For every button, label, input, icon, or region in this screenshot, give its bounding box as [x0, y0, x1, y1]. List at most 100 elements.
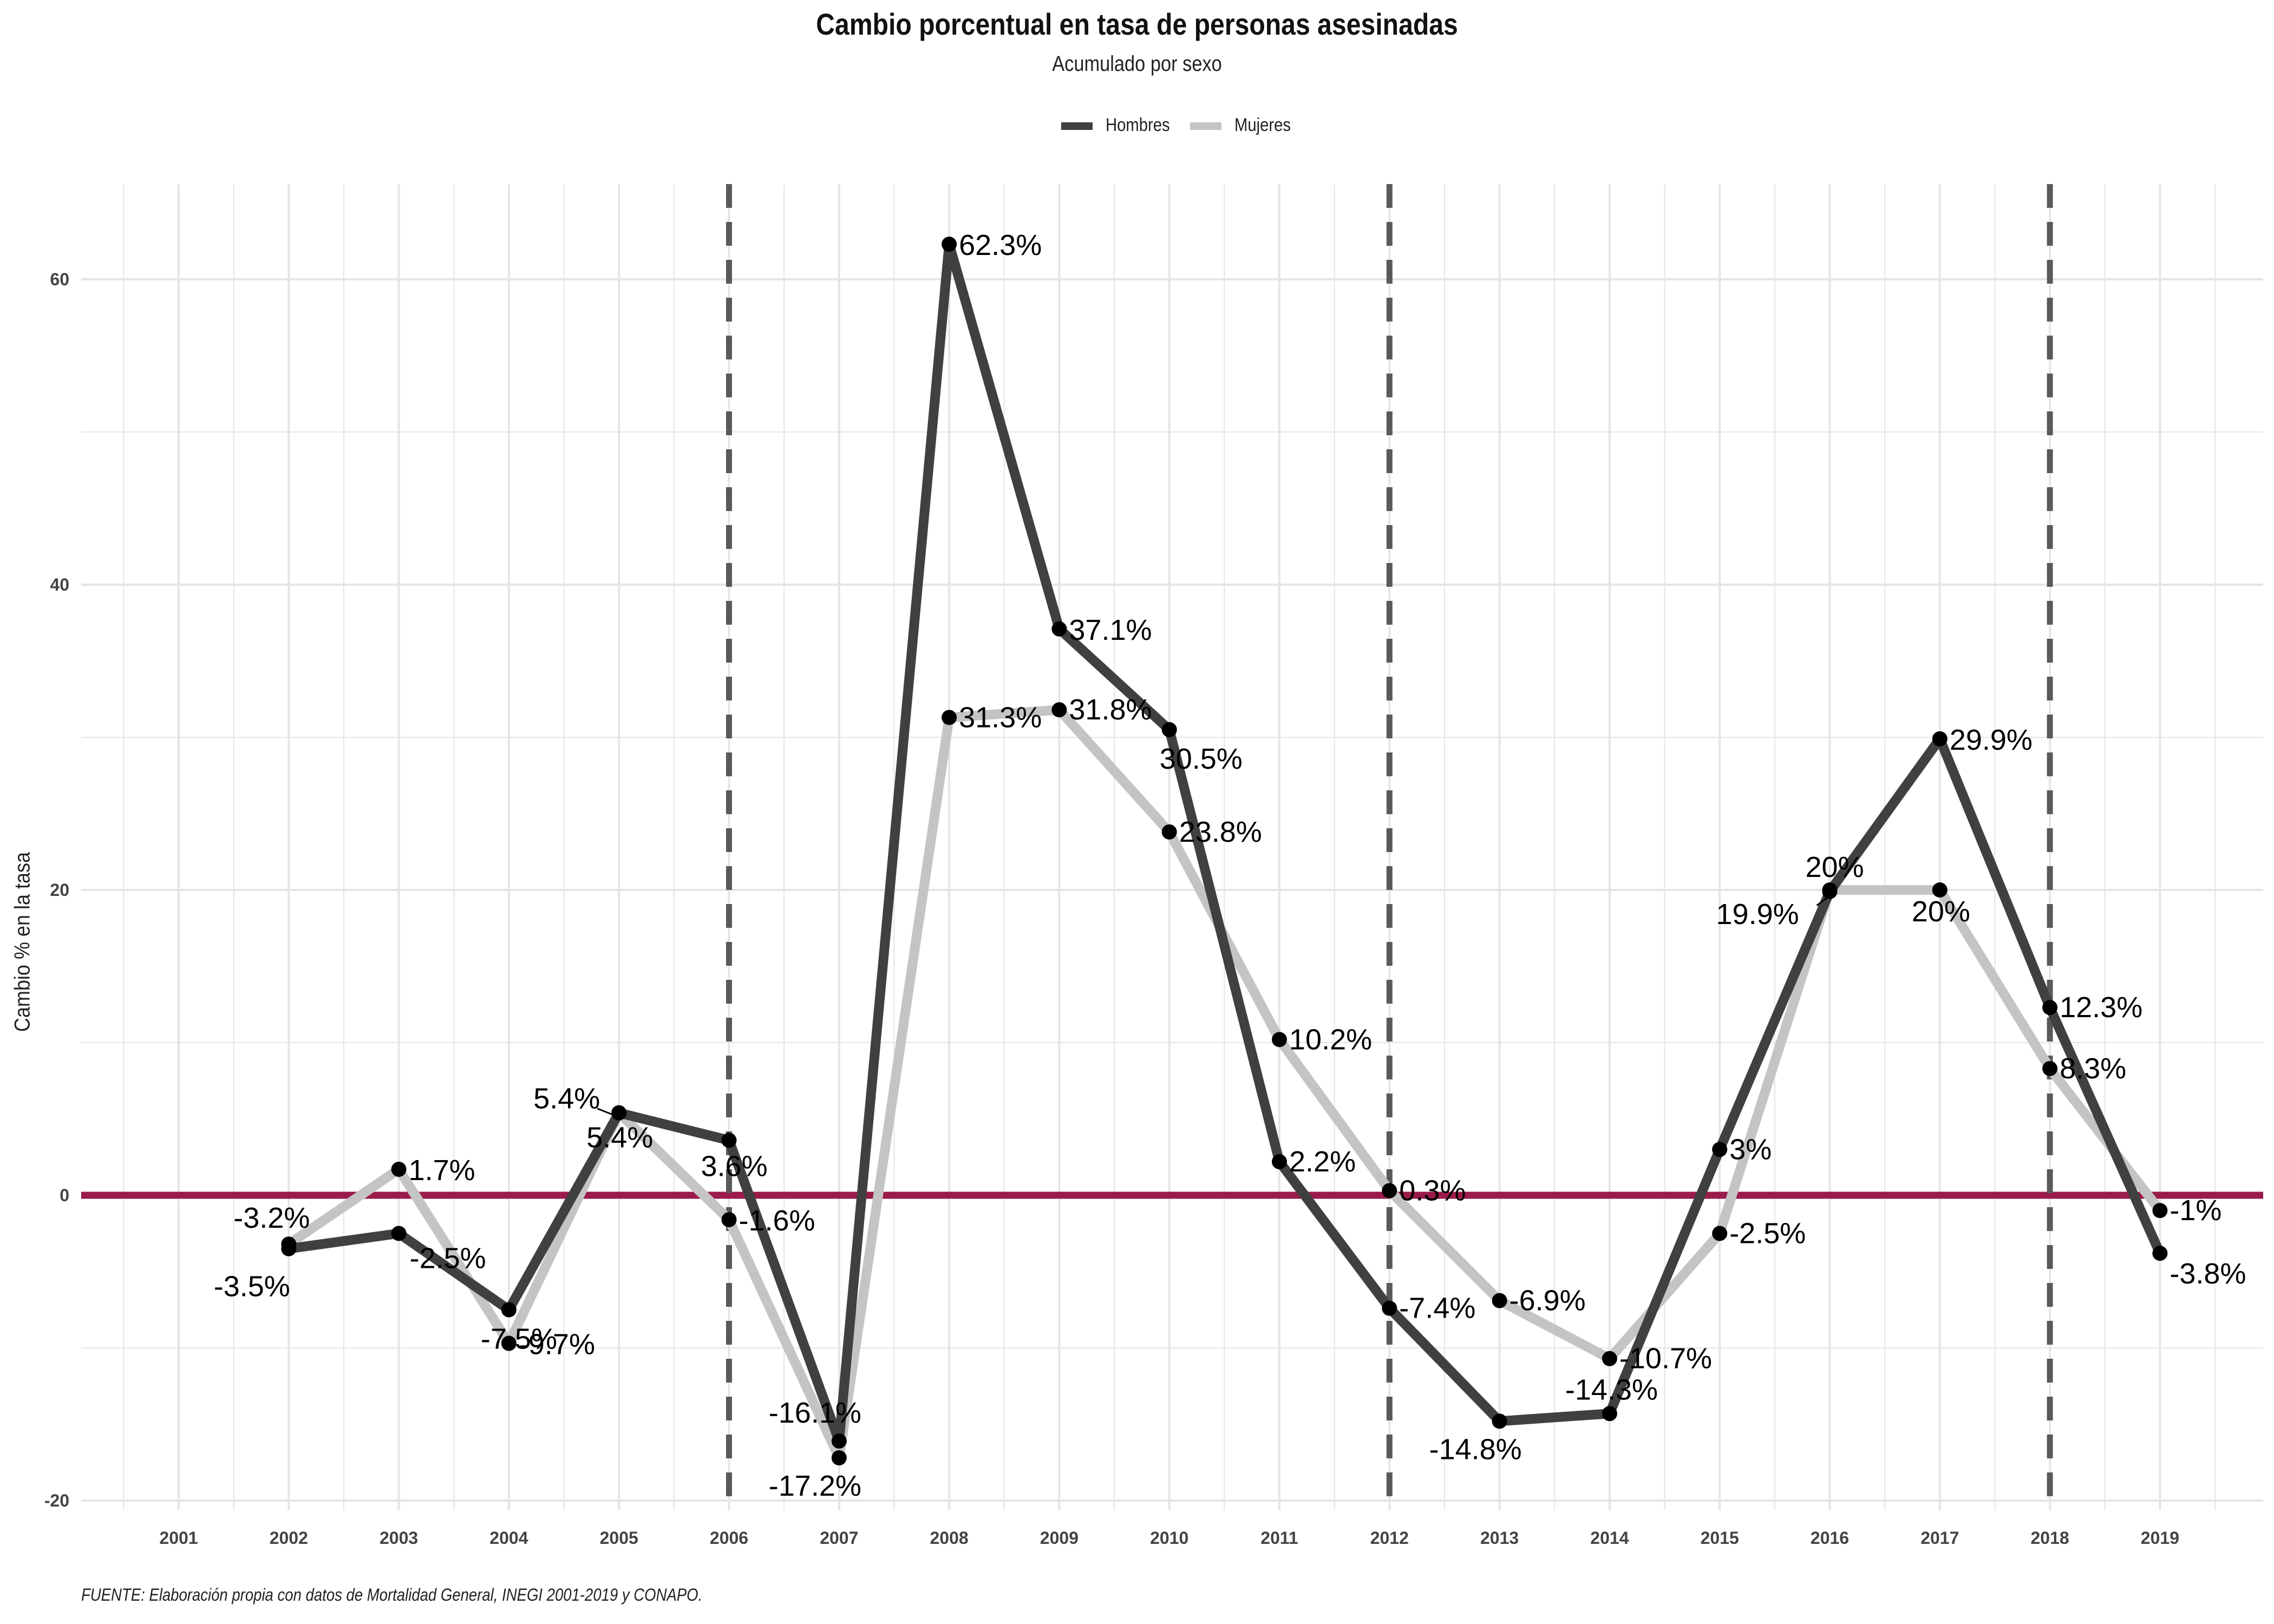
data-label-mujeres-2007: -17.2% [769, 1470, 861, 1502]
data-label-mujeres-2017: 20% [1912, 895, 1970, 928]
point-mujeres-2012 [1382, 1183, 1397, 1199]
data-label-hombres-2007: -16.1% [769, 1397, 861, 1429]
point-hombres-2008 [942, 237, 957, 252]
point-mujeres-2010 [1161, 824, 1177, 840]
label-leader-hombres-2016 [1816, 897, 1827, 907]
reference-lines [81, 184, 2263, 1510]
point-mujeres-2013 [1492, 1293, 1507, 1308]
point-hombres-2014 [1602, 1406, 1617, 1422]
label-leader-hombres-2005 [597, 1108, 614, 1116]
point-mujeres-2007 [831, 1450, 847, 1466]
x-tick-label-2016: 2016 [1811, 1528, 1849, 1548]
point-hombres-2010 [1161, 722, 1177, 737]
legend-label-mujeres: Mujeres [1234, 115, 1291, 135]
x-tick-label-2017: 2017 [1920, 1528, 1959, 1548]
x-tick-label-2011: 2011 [1260, 1528, 1298, 1548]
point-mujeres-2014 [1602, 1351, 1617, 1366]
data-label-mujeres-2004: -9.7% [519, 1328, 595, 1361]
point-hombres-2015 [1712, 1142, 1728, 1157]
y-tick-label: 60 [50, 270, 69, 289]
x-tick-label-2007: 2007 [820, 1528, 858, 1548]
x-tick-label-2018: 2018 [2031, 1528, 2069, 1548]
data-label-mujeres-2011: 10.2% [1289, 1023, 1372, 1056]
point-hombres-2003 [391, 1226, 407, 1241]
data-label-hombres-2005: 5.4% [533, 1083, 600, 1115]
x-tick-label-2010: 2010 [1150, 1528, 1188, 1548]
y-tick-label: 40 [50, 575, 69, 594]
point-mujeres-2018 [2042, 1060, 2058, 1076]
series-layer [284, 239, 2165, 1463]
point-mujeres-2017 [1932, 882, 1948, 898]
x-tick-label-2009: 2009 [1040, 1528, 1079, 1548]
data-label-mujeres-2019: -1% [2170, 1194, 2221, 1227]
x-tick-label-2001: 2001 [159, 1528, 198, 1548]
x-tick-label-2005: 2005 [600, 1528, 638, 1548]
point-hombres-2013 [1492, 1413, 1507, 1429]
point-mujeres-2004 [501, 1335, 517, 1351]
data-label-hombres-2019: -3.8% [2170, 1258, 2246, 1290]
data-label-mujeres-2002: -3.2% [233, 1202, 310, 1234]
data-label-mujeres-2005: 5.4% [586, 1122, 653, 1154]
data-label-hombres-2009: 37.1% [1069, 614, 1152, 646]
point-mujeres-2015 [1712, 1226, 1728, 1241]
point-hombres-2009 [1051, 621, 1067, 637]
point-hombres-2012 [1382, 1300, 1397, 1316]
x-tick-label-2004: 2004 [489, 1528, 528, 1548]
data-label-mujeres-2013: -6.9% [1510, 1285, 1586, 1317]
data-label-hombres-2012: -7.4% [1399, 1292, 1475, 1325]
legend-label-hombres: Hombres [1106, 115, 1170, 135]
point-mujeres-2003 [391, 1162, 407, 1177]
point-mujeres-2019 [2152, 1203, 2168, 1219]
series-line-hombres [284, 239, 2165, 1446]
data-label-hombres-2013: -14.8% [1429, 1433, 1522, 1465]
data-label-mujeres-2016: 20% [1806, 851, 1864, 883]
x-tick-label-2019: 2019 [2141, 1528, 2179, 1548]
x-tick-label-2012: 2012 [1370, 1528, 1409, 1548]
points-layer [281, 237, 2168, 1466]
point-hombres-2011 [1272, 1154, 1287, 1169]
data-label-mujeres-2018: 8.3% [2060, 1052, 2126, 1085]
data-labels-layer: -3.5% -2.5% -7.5% 5.4% 3.6% -16.1% 62.3% 37.1% 3… [214, 229, 2246, 1502]
data-label-mujeres-2003: 1.7% [409, 1154, 475, 1187]
point-mujeres-2016 [1822, 882, 1838, 898]
x-tick-label-2006: 2006 [710, 1528, 748, 1548]
data-label-mujeres-2014: -10.7% [1619, 1343, 1712, 1375]
data-label-mujeres-2010: 23.8% [1179, 816, 1262, 848]
x-tick-label-2014: 2014 [1590, 1528, 1629, 1548]
data-label-hombres-2010: 30.5% [1160, 743, 1243, 775]
data-label-mujeres-2012: 0.3% [1399, 1175, 1466, 1207]
point-mujeres-2002 [281, 1236, 297, 1252]
data-label-hombres-2018: 12.3% [2060, 991, 2142, 1024]
point-mujeres-2005 [611, 1105, 627, 1121]
data-label-hombres-2014: -14.3% [1565, 1373, 1658, 1406]
x-tick-label-2003: 2003 [380, 1528, 418, 1548]
data-label-hombres-2016: 19.9% [1716, 898, 1799, 931]
data-label-mujeres-2006: -1.6% [739, 1204, 815, 1237]
y-axis-title-text: Cambio % en la tasa [10, 852, 35, 1032]
data-label-hombres-2003: -2.5% [410, 1242, 486, 1275]
point-mujeres-2009 [1051, 702, 1067, 718]
y-tick-label: -20 [44, 1491, 69, 1510]
data-label-hombres-2011: 2.2% [1289, 1145, 1356, 1178]
data-label-hombres-2006: 3.6% [701, 1150, 768, 1182]
point-mujeres-2006 [721, 1212, 737, 1228]
x-tick-label-2015: 2015 [1701, 1528, 1739, 1548]
chart-title: Cambio porcentual en tasa de personas as… [816, 7, 1458, 41]
data-label-hombres-2015: 3% [1729, 1133, 1772, 1165]
chart-subtitle: Acumulado por sexo [1052, 52, 1222, 76]
x-tick-label-2013: 2013 [1480, 1528, 1519, 1548]
x-tick-label-2008: 2008 [930, 1528, 969, 1548]
point-hombres-2017 [1932, 731, 1948, 746]
point-mujeres-2008 [942, 710, 957, 725]
point-hombres-2006 [721, 1132, 737, 1148]
x-tick-label-2002: 2002 [270, 1528, 308, 1548]
legend-swatch-hombres [1061, 122, 1093, 130]
axis-ticks-layer: -20 0 20 40 60 2001 2002 2003 2004 2005 2006 2007 20… [44, 270, 2179, 1548]
point-mujeres-2011 [1272, 1032, 1287, 1047]
data-label-mujeres-2009: 31.8% [1069, 693, 1152, 726]
data-label-mujeres-2015: -2.5% [1729, 1217, 1806, 1250]
point-hombres-2004 [501, 1302, 517, 1318]
data-label-hombres-2002: -3.5% [214, 1271, 290, 1303]
